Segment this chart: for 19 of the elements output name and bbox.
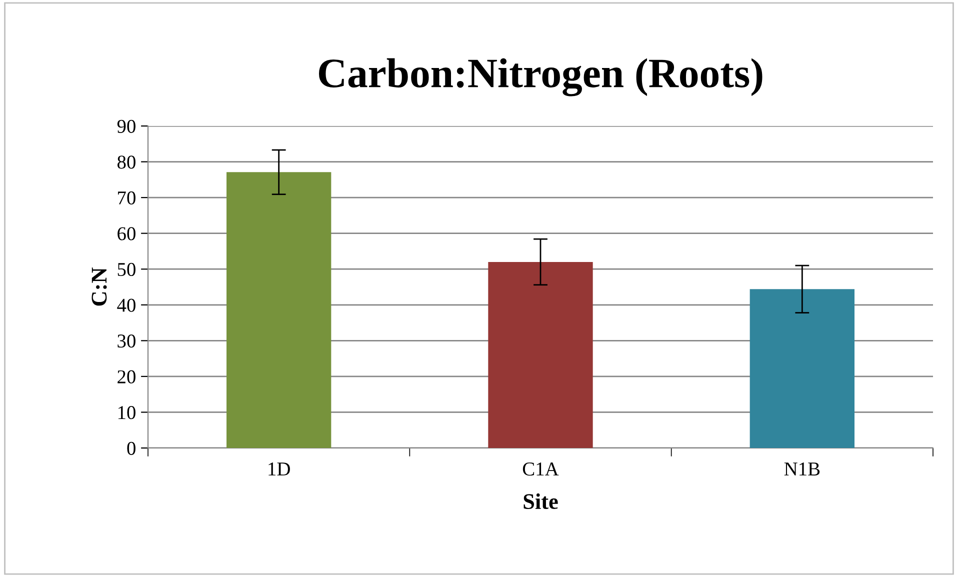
y-tick-label: 30 [118, 334, 136, 348]
x-tick-label: C1A [522, 462, 559, 476]
x-axis-title: Site [524, 493, 558, 510]
y-tick-label: 10 [118, 406, 136, 420]
y-tick-label: 80 [117, 156, 136, 169]
y-tick-label: 70 [118, 191, 136, 204]
y-axis-title: C:N [92, 268, 107, 306]
y-tick-label: 90 [117, 120, 136, 133]
y-tick-label: 20 [118, 370, 136, 384]
y-tick-label: 60 [118, 227, 136, 240]
y-tick-label: 0 [127, 442, 136, 455]
x-tick-label: N1B [784, 462, 820, 476]
bar [226, 172, 332, 448]
chart-title: Carbon:Nitrogen (Roots) [318, 58, 762, 96]
x-tick-label: 1D [268, 462, 290, 476]
y-tick-label: 40 [117, 298, 136, 312]
y-tick-label: 50 [118, 262, 136, 276]
bar [750, 289, 854, 448]
bar [488, 262, 593, 448]
